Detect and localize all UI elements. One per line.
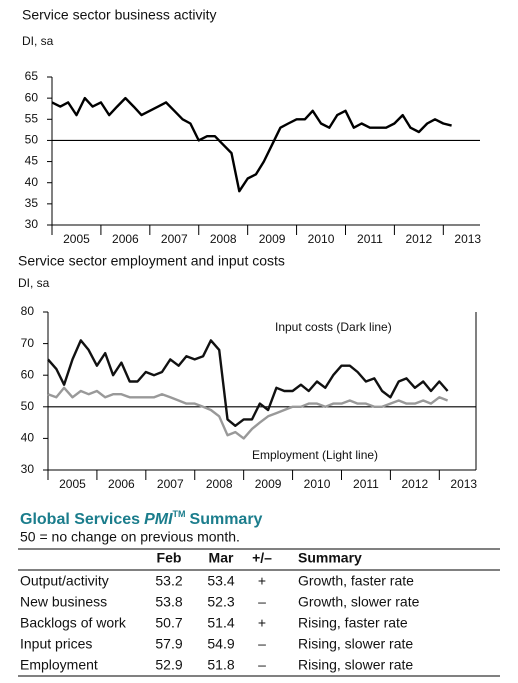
table-header: Feb xyxy=(157,550,182,566)
x-tick-label: 2010 xyxy=(304,477,331,491)
table-cell: 53.4 xyxy=(207,573,234,589)
table-cell: + xyxy=(258,615,266,631)
y-tick-label: 55 xyxy=(25,111,39,125)
table-header: Mar xyxy=(209,550,234,566)
x-tick-label: 2006 xyxy=(112,232,139,246)
x-tick-label: 2013 xyxy=(450,477,477,491)
x-tick-label: 2013 xyxy=(454,232,481,246)
y-tick-label: 35 xyxy=(25,196,39,210)
x-tick-label: 2012 xyxy=(402,477,429,491)
table-cell: Growth, slower rate xyxy=(298,594,420,610)
table-cell: 53.2 xyxy=(155,573,182,589)
x-tick-label: 2006 xyxy=(108,477,135,491)
axis-unit: DI, sa xyxy=(18,276,50,290)
y-tick-label: 80 xyxy=(21,304,35,318)
x-tick-label: 2007 xyxy=(157,477,184,491)
y-tick-label: 30 xyxy=(25,217,39,231)
table-cell: 52.3 xyxy=(207,594,234,610)
x-tick-label: 2007 xyxy=(161,232,188,246)
table-cell: 51.4 xyxy=(207,615,234,631)
chart-title: Service sector business activity xyxy=(22,7,217,23)
table-cell: Backlogs of work xyxy=(20,615,127,631)
x-tick-label: 2008 xyxy=(206,477,233,491)
table-cell: 51.8 xyxy=(207,657,234,673)
y-tick-label: 65 xyxy=(25,69,39,83)
table-title-part: PMI xyxy=(144,511,173,528)
x-tick-label: 2005 xyxy=(59,477,86,491)
x-tick-label: 2011 xyxy=(357,232,383,246)
y-tick-label: 70 xyxy=(21,336,35,350)
table-cell: – xyxy=(258,594,266,610)
y-tick-label: 40 xyxy=(25,175,39,189)
x-tick-label: 2010 xyxy=(308,232,335,246)
table-cell: Input prices xyxy=(20,636,92,652)
x-tick-label: 2009 xyxy=(259,232,286,246)
table-cell: 57.9 xyxy=(155,636,182,652)
y-tick-label: 50 xyxy=(25,133,39,147)
table-cell: – xyxy=(258,657,266,673)
table-cell: 52.9 xyxy=(155,657,182,673)
y-tick-label: 60 xyxy=(21,367,35,381)
table-cell: 50.7 xyxy=(155,615,182,631)
table-cell: + xyxy=(258,573,266,589)
table-subtitle: 50 = no change on previous month. xyxy=(20,529,240,545)
table-cell: Rising, faster rate xyxy=(298,615,408,631)
table-cell: Rising, slower rate xyxy=(298,636,413,652)
table-cell: Rising, slower rate xyxy=(298,657,413,673)
x-tick-label: 2012 xyxy=(406,232,433,246)
table-cell: New business xyxy=(20,594,107,610)
table-header: +/– xyxy=(252,550,272,566)
table-cell: 54.9 xyxy=(207,636,234,652)
table-cell: 53.8 xyxy=(155,594,182,610)
series-label: Employment (Light line) xyxy=(252,448,378,462)
table-title-part: Summary xyxy=(190,511,263,528)
chart-title: Service sector employment and input cost… xyxy=(18,253,285,269)
table-cell: Growth, faster rate xyxy=(298,573,414,589)
x-tick-label: 2005 xyxy=(63,232,90,246)
y-tick-label: 45 xyxy=(25,154,39,168)
table-title: Global Services PMITM Summary xyxy=(20,509,263,528)
table-title-part: TM xyxy=(173,509,186,519)
table-cell: – xyxy=(258,636,266,652)
table-cell: Output/activity xyxy=(20,573,109,589)
axis-unit: DI, sa xyxy=(22,34,54,48)
y-tick-label: 60 xyxy=(25,90,39,104)
data-line xyxy=(47,339,449,427)
y-tick-label: 30 xyxy=(21,462,35,476)
series-label: Input costs (Dark line) xyxy=(275,320,392,334)
x-tick-label: 2008 xyxy=(210,232,237,246)
y-tick-label: 40 xyxy=(21,431,35,445)
x-tick-label: 2009 xyxy=(255,477,282,491)
data-line xyxy=(51,96,452,193)
x-tick-label: 2011 xyxy=(353,477,379,491)
data-line xyxy=(47,386,449,440)
table-header: Summary xyxy=(298,550,362,566)
table-cell: Employment xyxy=(20,657,98,673)
y-tick-label: 50 xyxy=(21,399,35,413)
table-title-part: Global Services xyxy=(20,511,140,528)
